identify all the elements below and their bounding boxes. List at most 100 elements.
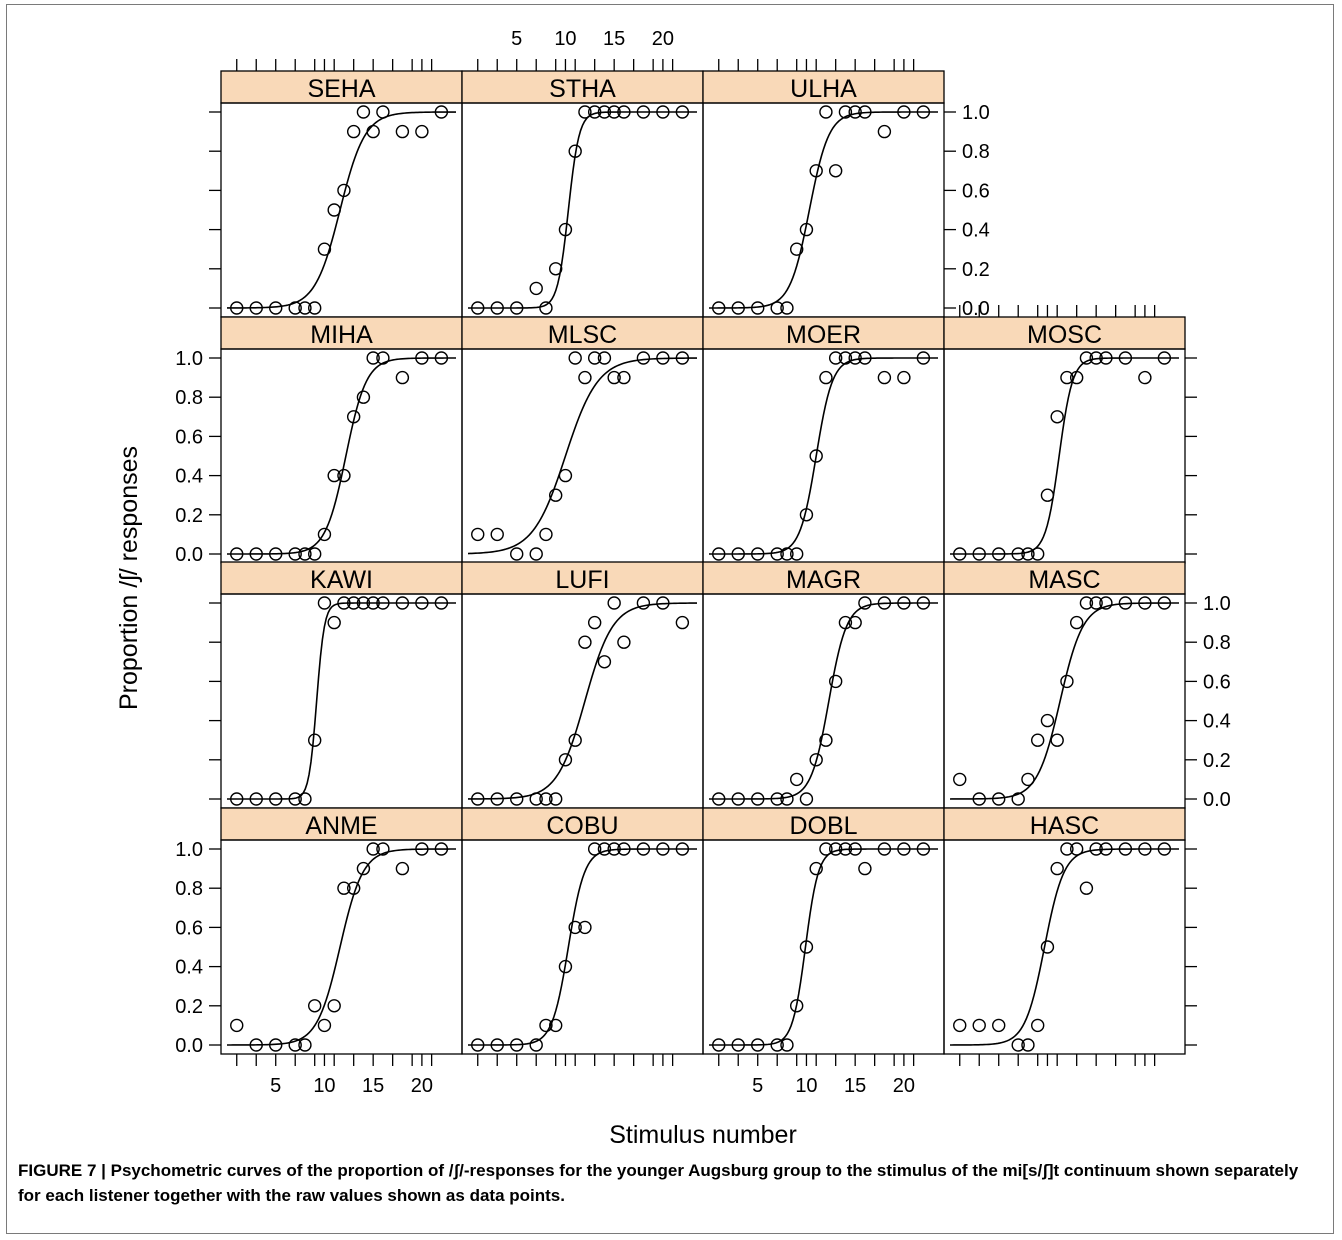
data-point	[656, 596, 670, 610]
data-point	[529, 1038, 543, 1052]
data-point	[770, 301, 784, 315]
data-point	[636, 596, 651, 610]
data-point	[809, 164, 823, 178]
data-point	[415, 351, 429, 365]
data-point	[770, 547, 784, 561]
data-point	[819, 733, 833, 747]
data-point	[549, 792, 563, 806]
data-point	[249, 1038, 263, 1052]
fitted-curve	[949, 602, 1179, 800]
data-point	[1050, 861, 1064, 876]
data-point	[298, 301, 312, 315]
data-point	[858, 351, 872, 365]
data-point	[1030, 1018, 1045, 1033]
y-tick-label: 0.8	[175, 878, 203, 900]
data-point	[1060, 842, 1074, 856]
y-axis-title: Proportion /ʃ/ responses	[115, 446, 143, 710]
data-point	[366, 124, 380, 139]
fitted-curve	[950, 848, 1179, 1046]
data-point	[790, 772, 804, 787]
data-point	[1138, 370, 1152, 385]
x-tick-label: 15	[603, 28, 625, 50]
data-point	[568, 144, 582, 158]
data-point	[1099, 842, 1113, 856]
data-point	[838, 105, 853, 119]
y-tick-label: 0.8	[175, 387, 203, 409]
data-point	[731, 1038, 745, 1052]
data-point	[249, 301, 263, 315]
data-point	[780, 1038, 794, 1052]
panel-strip-label: HASC	[1030, 812, 1099, 840]
data-point	[1021, 547, 1035, 561]
data-point	[972, 1018, 986, 1033]
x-tick-label: 15	[844, 1075, 866, 1097]
data-point	[751, 301, 765, 315]
data-point	[675, 842, 690, 856]
data-point	[346, 410, 361, 424]
x-tick-label: 20	[411, 1075, 433, 1097]
data-point	[1040, 713, 1055, 728]
data-point	[617, 105, 631, 119]
data-point	[731, 301, 745, 315]
data-point	[1011, 792, 1025, 806]
data-point	[897, 105, 911, 119]
data-point	[848, 615, 862, 630]
data-point	[877, 124, 892, 139]
panel-strip-label: ANME	[305, 812, 377, 840]
data-point	[578, 635, 592, 649]
data-point	[346, 596, 361, 610]
data-point	[308, 733, 322, 747]
data-point	[288, 1038, 302, 1052]
data-point	[1069, 615, 1084, 630]
data-point	[597, 351, 612, 365]
data-point	[558, 468, 573, 483]
data-point	[568, 920, 582, 935]
data-point	[434, 596, 449, 610]
fitted-curve	[709, 357, 938, 555]
data-point	[376, 842, 390, 856]
y-tick-label: 0.6	[1203, 671, 1231, 693]
panel-frame	[461, 348, 704, 564]
data-point	[288, 547, 302, 561]
data-point	[587, 615, 602, 630]
panel-strip-label: KAWI	[310, 566, 373, 594]
data-point	[558, 959, 573, 974]
data-point	[1079, 596, 1094, 610]
data-point	[809, 753, 823, 767]
data-point	[587, 105, 602, 119]
data-point	[434, 105, 449, 119]
data-point	[770, 1038, 784, 1052]
panel-strip	[943, 316, 1186, 350]
panel-strip-label: STHA	[549, 75, 616, 103]
data-point	[597, 842, 612, 856]
panel-frame	[702, 593, 945, 809]
data-point	[731, 792, 745, 806]
data-point	[1040, 488, 1055, 502]
data-point	[656, 105, 670, 119]
panel-strip	[461, 561, 704, 595]
data-point	[356, 105, 371, 119]
data-point	[751, 547, 765, 561]
data-point	[656, 351, 670, 365]
data-point	[366, 596, 380, 610]
data-point	[1118, 351, 1133, 365]
y-tick-label: 0.2	[1203, 750, 1231, 772]
data-point	[636, 351, 651, 365]
data-point	[471, 1038, 485, 1052]
y-tick-label: 0.4	[175, 466, 203, 488]
data-point	[308, 999, 322, 1013]
data-point	[471, 527, 485, 542]
y-tick-label: 0.2	[962, 259, 990, 281]
panel-strip	[461, 316, 704, 350]
data-point	[269, 301, 283, 315]
data-point	[1060, 370, 1074, 385]
y-tick-label: 0.4	[1203, 711, 1231, 733]
data-point	[656, 842, 670, 856]
panel-strip	[702, 316, 945, 350]
data-point	[490, 301, 504, 315]
data-point	[828, 674, 843, 689]
data-point	[848, 351, 862, 365]
data-point	[828, 842, 843, 856]
data-point	[799, 508, 814, 522]
data-point	[539, 792, 553, 806]
